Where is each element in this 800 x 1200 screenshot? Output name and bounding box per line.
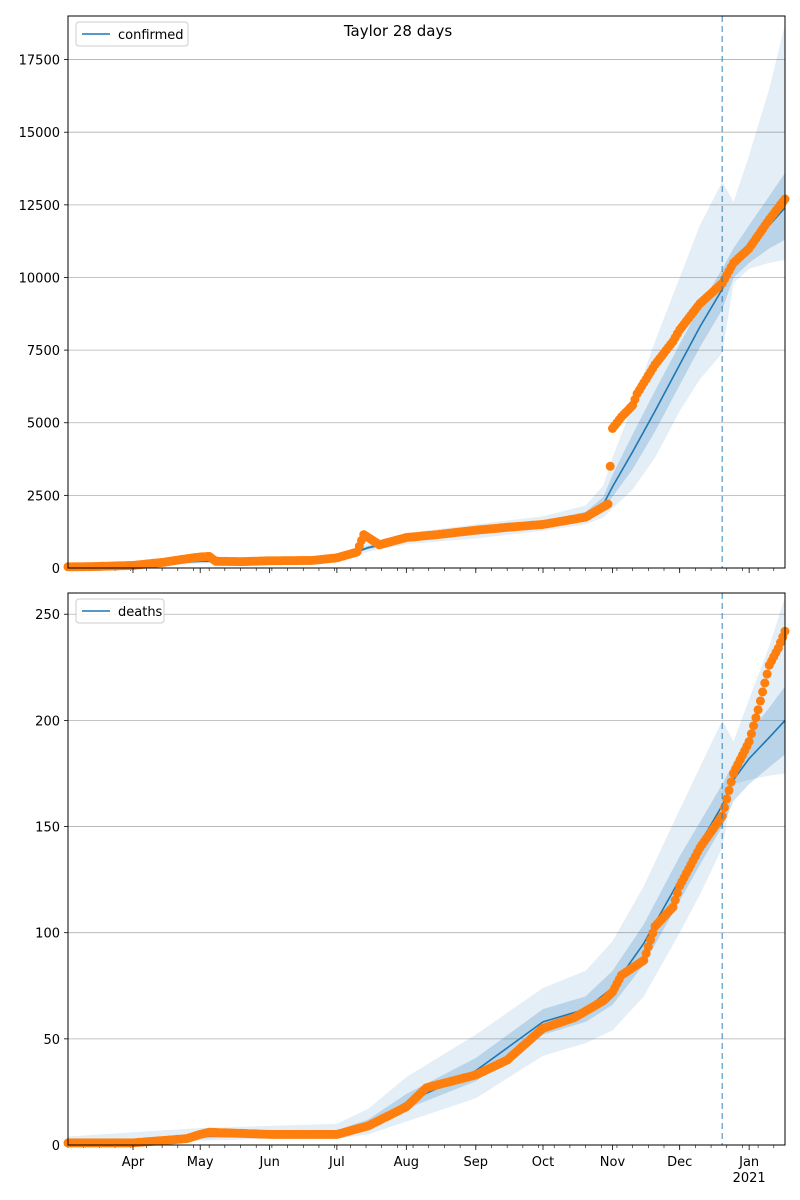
legend: deaths (75, 598, 165, 624)
x-tick-label: Jan (738, 1155, 759, 1170)
x-tick-label: Apr (122, 1155, 145, 1170)
axes-frame (67, 15, 786, 569)
observed-point (753, 705, 763, 715)
observed-point (749, 721, 759, 731)
x-tick-label: Jul (328, 1155, 345, 1170)
y-tick-label: 10000 (19, 271, 60, 286)
chart-title: Taylor 28 days (343, 22, 452, 40)
y-tick-label: 12500 (19, 199, 60, 214)
x-tick-label: Nov (600, 1155, 626, 1170)
outer-uncertainty-band (68, 597, 785, 1145)
y-tick-label: 0 (52, 1139, 60, 1154)
observed-point (760, 678, 770, 688)
y-tick-label: 2500 (27, 489, 60, 504)
observed-point (605, 461, 615, 471)
observed-point (726, 777, 736, 787)
y-tick-label: 150 (35, 821, 60, 836)
observed-point (755, 696, 765, 706)
observed-point (744, 737, 754, 747)
y-tick-label: 0 (52, 562, 60, 577)
x-tick-label: Sep (464, 1155, 489, 1170)
observed-point (762, 669, 772, 679)
x-tick-label: Dec (667, 1155, 692, 1170)
observed-point (648, 928, 658, 938)
y-tick-label: 250 (35, 608, 60, 623)
y-tick-label: 17500 (19, 54, 60, 69)
observed-point (668, 902, 678, 912)
legend-label: deaths (118, 605, 163, 620)
x-tick-label: May (187, 1155, 214, 1170)
observed-point (670, 895, 680, 905)
axes-frame (67, 592, 786, 1146)
observed-point (643, 942, 653, 952)
x-tick-label: Jun (259, 1155, 280, 1170)
y-tick-label: 5000 (27, 417, 60, 432)
legend-box (75, 21, 189, 47)
observed-point (603, 499, 613, 509)
deaths-panel: 0 50 100 150 200 250 Apr May Jun Jul Aug Sep Oct Nov D… (35, 592, 790, 1186)
observed-point (751, 713, 761, 723)
y-tick-label: 100 (35, 927, 60, 942)
legend: confirmed (75, 21, 189, 47)
observed-point (720, 802, 729, 812)
x-tick-label: Oct (532, 1155, 554, 1170)
observed-point (646, 935, 656, 945)
observed-point (672, 888, 682, 898)
x-tick-label: Aug (394, 1155, 419, 1170)
observed-point (641, 949, 651, 958)
x-tick-label: 2021 (733, 1171, 766, 1186)
y-tick-label: 50 (43, 1033, 60, 1048)
observed-point (746, 729, 756, 739)
y-tick-label: 15000 (19, 126, 60, 141)
observed-point (724, 785, 734, 795)
y-tick-label: 200 (35, 714, 60, 729)
observed-point (639, 955, 649, 965)
observed-point (758, 687, 768, 697)
legend-box (75, 598, 165, 624)
y-tick-label: 7500 (27, 344, 60, 359)
confirmed-panel: 0 2500 5000 7500 10000 12500 15000 17500 confirm… (19, 15, 790, 577)
observed-point (722, 794, 732, 804)
legend-label: confirmed (118, 28, 184, 43)
